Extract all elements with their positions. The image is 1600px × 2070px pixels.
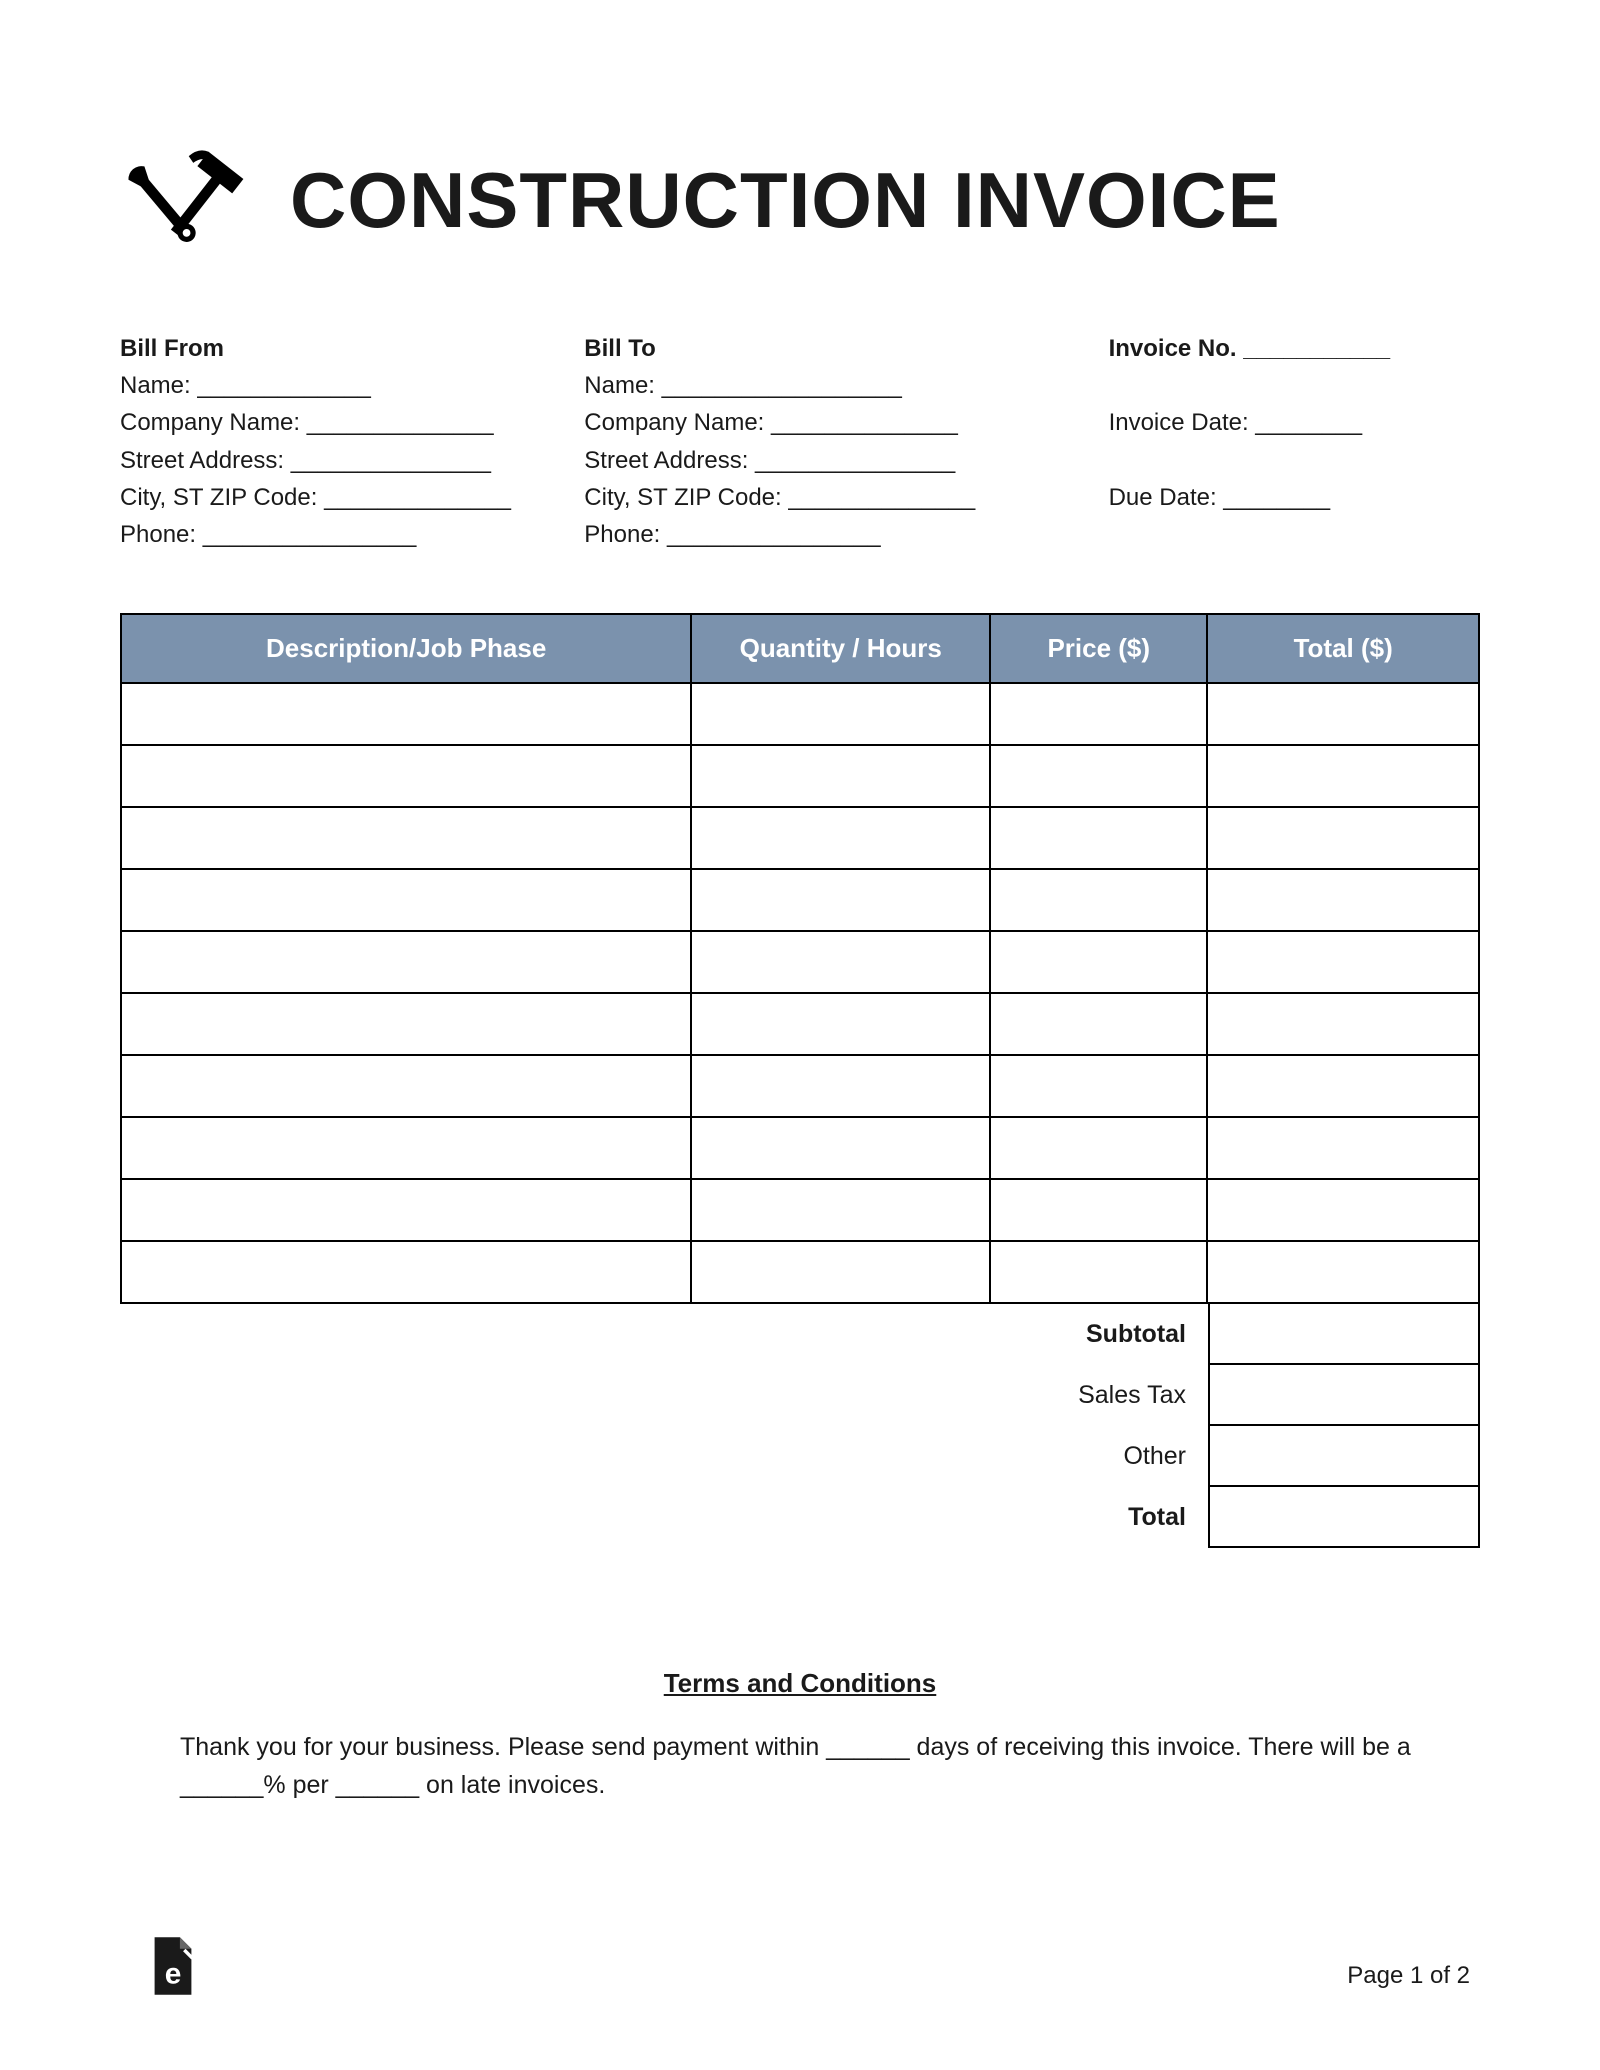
bill-to-line: Phone: ________________ xyxy=(584,516,1048,553)
table-row xyxy=(121,807,1479,869)
other-label: Other xyxy=(1123,1426,1208,1487)
table-cell xyxy=(990,1055,1207,1117)
header: CONSTRUCTION INVOICE xyxy=(120,140,1480,260)
th-description: Description/Job Phase xyxy=(121,614,691,683)
subtotal-box xyxy=(1208,1304,1480,1365)
other-box xyxy=(1208,1426,1480,1487)
table-cell xyxy=(691,1179,990,1241)
page-title: CONSTRUCTION INVOICE xyxy=(290,155,1281,246)
table-cell xyxy=(1207,745,1479,807)
invoice-table: Description/Job Phase Quantity / Hours P… xyxy=(120,613,1480,1304)
invoice-page: CONSTRUCTION INVOICE Bill From Name: ___… xyxy=(0,0,1600,2070)
table-cell xyxy=(990,993,1207,1055)
table-cell xyxy=(121,683,691,745)
table-cell xyxy=(990,807,1207,869)
total-box xyxy=(1208,1487,1480,1548)
summary: Subtotal Sales Tax Other Total xyxy=(120,1304,1480,1548)
table-cell xyxy=(990,745,1207,807)
table-cell xyxy=(121,807,691,869)
summary-row-subtotal: Subtotal xyxy=(120,1304,1480,1365)
footer-logo-icon: e xyxy=(150,1937,196,2000)
bill-to-line: Company Name: ______________ xyxy=(584,404,1048,441)
page-number: Page 1 of 2 xyxy=(1347,1962,1470,1990)
table-cell xyxy=(121,1117,691,1179)
invoice-meta: Invoice No. ___________ Invoice Date: __… xyxy=(1049,330,1480,553)
terms: Terms and Conditions Thank you for your … xyxy=(120,1668,1480,1804)
table-row xyxy=(121,869,1479,931)
bill-from-line: City, ST ZIP Code: ______________ xyxy=(120,479,584,516)
bill-to: Bill To Name: __________________ Company… xyxy=(584,330,1048,553)
table-cell xyxy=(691,1055,990,1117)
svg-text:e: e xyxy=(165,1957,182,1990)
table-cell xyxy=(990,683,1207,745)
table-cell xyxy=(691,1117,990,1179)
bill-to-heading: Bill To xyxy=(584,330,1048,367)
th-quantity: Quantity / Hours xyxy=(691,614,990,683)
table-cell xyxy=(1207,1117,1479,1179)
summary-row-total: Total xyxy=(120,1487,1480,1548)
invoice-no: Invoice No. ___________ xyxy=(1109,330,1480,367)
th-price: Price ($) xyxy=(990,614,1207,683)
bill-from-line: Company Name: ______________ xyxy=(120,404,584,441)
due-date: Due Date: ________ xyxy=(1109,479,1480,516)
salestax-box xyxy=(1208,1365,1480,1426)
terms-body: Thank you for your business. Please send… xyxy=(180,1729,1420,1804)
tools-icon xyxy=(120,140,250,260)
info-block: Bill From Name: _____________ Company Na… xyxy=(120,330,1480,553)
invoice-date: Invoice Date: ________ xyxy=(1109,404,1480,441)
summary-row-other: Other xyxy=(120,1426,1480,1487)
bill-from-heading: Bill From xyxy=(120,330,584,367)
table-row xyxy=(121,683,1479,745)
bill-from-line: Street Address: _______________ xyxy=(120,442,584,479)
table-cell xyxy=(1207,683,1479,745)
bill-to-line: Name: __________________ xyxy=(584,367,1048,404)
table-cell xyxy=(990,869,1207,931)
bill-from: Bill From Name: _____________ Company Na… xyxy=(120,330,584,553)
table-cell xyxy=(691,993,990,1055)
table-row xyxy=(121,931,1479,993)
summary-row-salestax: Sales Tax xyxy=(120,1365,1480,1426)
table-row xyxy=(121,993,1479,1055)
table-cell xyxy=(121,745,691,807)
table-cell xyxy=(691,807,990,869)
salestax-label: Sales Tax xyxy=(1078,1365,1208,1426)
table-cell xyxy=(121,1179,691,1241)
table-header-row: Description/Job Phase Quantity / Hours P… xyxy=(121,614,1479,683)
table-cell xyxy=(691,869,990,931)
bill-from-line: Name: _____________ xyxy=(120,367,584,404)
table-cell xyxy=(121,931,691,993)
table-cell xyxy=(990,1117,1207,1179)
table-cell xyxy=(1207,1241,1479,1303)
table-cell xyxy=(990,931,1207,993)
table-cell xyxy=(121,1241,691,1303)
table-row xyxy=(121,1055,1479,1117)
table-cell xyxy=(1207,1055,1479,1117)
bill-to-line: City, ST ZIP Code: ______________ xyxy=(584,479,1048,516)
table-cell xyxy=(121,993,691,1055)
table-cell xyxy=(691,683,990,745)
table-cell xyxy=(691,745,990,807)
bill-to-line: Street Address: _______________ xyxy=(584,442,1048,479)
terms-heading: Terms and Conditions xyxy=(120,1668,1480,1699)
table-row xyxy=(121,1241,1479,1303)
total-label: Total xyxy=(1128,1487,1208,1548)
table-cell xyxy=(1207,931,1479,993)
table-cell xyxy=(691,1241,990,1303)
table-row xyxy=(121,1179,1479,1241)
th-total: Total ($) xyxy=(1207,614,1479,683)
table-row xyxy=(121,745,1479,807)
table-cell xyxy=(1207,807,1479,869)
table-cell xyxy=(121,1055,691,1117)
table-cell xyxy=(1207,1179,1479,1241)
table-row xyxy=(121,1117,1479,1179)
table-cell xyxy=(691,931,990,993)
table-cell xyxy=(121,869,691,931)
subtotal-label: Subtotal xyxy=(1086,1304,1208,1365)
bill-from-line: Phone: ________________ xyxy=(120,516,584,553)
table-cell xyxy=(1207,993,1479,1055)
table-cell xyxy=(990,1241,1207,1303)
table-cell xyxy=(1207,869,1479,931)
table-cell xyxy=(990,1179,1207,1241)
